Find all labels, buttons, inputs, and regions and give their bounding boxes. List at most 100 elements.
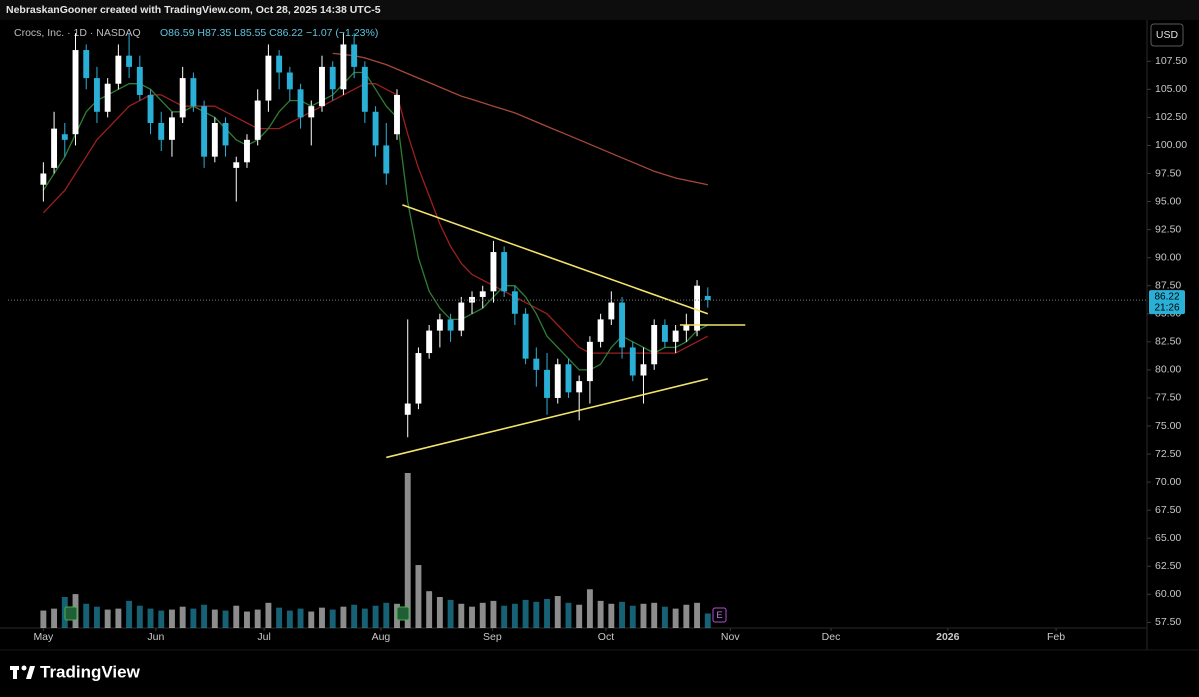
- candle-body: [297, 89, 304, 118]
- y-tick-label: 60.00: [1155, 588, 1181, 600]
- candle-body: [126, 55, 133, 67]
- candle-body: [51, 128, 58, 168]
- candle-body: [286, 72, 293, 90]
- candle-body: [93, 78, 100, 112]
- volume-bar: [490, 600, 497, 628]
- volume-bar: [265, 602, 272, 628]
- candle-body: [201, 106, 208, 157]
- candle-body: [522, 313, 529, 359]
- y-tick-label: 107.50: [1155, 55, 1187, 67]
- candle-body: [576, 381, 583, 393]
- candle-body: [511, 291, 518, 314]
- volume-bar: [104, 609, 111, 628]
- candle-body: [426, 330, 433, 354]
- volume-bar: [169, 609, 175, 628]
- last-price: 86.22: [1154, 292, 1179, 303]
- volume-bar: [383, 602, 390, 628]
- volume-bar: [597, 600, 604, 628]
- candle-body: [394, 94, 400, 135]
- volume-bar: [158, 610, 165, 628]
- candle-body: [190, 78, 197, 107]
- moving-average: [332, 52, 708, 186]
- candle-body: [404, 403, 411, 415]
- candle-body: [361, 66, 368, 112]
- volume-bar: [501, 605, 508, 628]
- volume-bar: [522, 599, 529, 628]
- x-tick-label: Oct: [598, 631, 614, 643]
- x-tick-label: May: [33, 631, 54, 643]
- volume-bar: [319, 607, 325, 628]
- candle-body: [447, 319, 454, 331]
- volume-bar: [244, 611, 250, 628]
- y-tick-label: 92.50: [1155, 223, 1181, 235]
- candle-body: [490, 252, 497, 292]
- event-marker[interactable]: [396, 606, 410, 621]
- candle-body: [61, 134, 68, 140]
- volume-bar: [297, 608, 304, 628]
- volume-bar: [276, 607, 283, 628]
- x-tick-label: Feb: [1047, 631, 1065, 643]
- trendline: [386, 378, 708, 459]
- brand: TradingView: [40, 662, 141, 681]
- candle-body: [179, 78, 186, 118]
- volume-bar: [533, 601, 540, 628]
- volume-bar: [704, 613, 711, 628]
- candle-body: [254, 100, 261, 140]
- volume-bar: [640, 603, 647, 628]
- x-tick-label: Jul: [257, 631, 270, 643]
- candle-body: [147, 94, 154, 123]
- last-price-box: [1149, 290, 1185, 315]
- logo-part: [21, 665, 27, 671]
- x-tick-label: Aug: [372, 631, 391, 643]
- candle-body: [436, 319, 443, 331]
- candle-body: [501, 252, 508, 292]
- y-tick-label: 102.50: [1155, 111, 1187, 123]
- volume-bar: [554, 596, 561, 628]
- y-tick-label: 67.50: [1155, 504, 1181, 516]
- volume-bar: [479, 602, 486, 628]
- earnings-marker[interactable]: [712, 607, 727, 623]
- candle-body: [72, 50, 79, 135]
- candle-body: [694, 285, 701, 331]
- volume-bar: [351, 604, 358, 628]
- candle-body: [115, 55, 122, 84]
- volume-bar: [619, 601, 625, 628]
- volume-bar: [447, 599, 454, 628]
- y-tick-label: 100.00: [1155, 139, 1187, 151]
- volume-bar: [201, 604, 208, 628]
- candle-body: [308, 106, 315, 118]
- candle-body: [265, 55, 272, 101]
- candle-body: [458, 302, 465, 331]
- candle-body: [704, 295, 711, 301]
- y-tick-label: 87.50: [1155, 280, 1181, 292]
- volume-bar: [404, 473, 411, 628]
- candle-body: [244, 139, 250, 163]
- y-tick-label: 77.50: [1155, 392, 1181, 404]
- currency-button[interactable]: [1150, 23, 1184, 47]
- volume-bar: [40, 610, 47, 628]
- candle-body: [169, 117, 175, 140]
- candle-body: [619, 302, 625, 348]
- candle-body: [136, 66, 143, 95]
- candle-body: [586, 341, 593, 382]
- brand-logo: [10, 665, 35, 679]
- candle-body: [415, 353, 422, 404]
- volume-bar: [147, 608, 154, 628]
- candle-body: [608, 302, 615, 320]
- volume-bar: [190, 608, 197, 628]
- volume-bar: [694, 602, 701, 628]
- candle-body: [222, 123, 229, 146]
- event-marker[interactable]: [64, 606, 78, 621]
- candle-body: [233, 162, 240, 168]
- candle-body: [276, 55, 283, 73]
- y-tick-label: 70.00: [1155, 476, 1181, 488]
- volume-bar: [340, 606, 347, 628]
- y-tick-label: 90.00: [1155, 251, 1181, 263]
- logo-part: [13, 666, 17, 679]
- volume-bar: [222, 610, 229, 628]
- x-tick-label: Sep: [483, 631, 502, 643]
- currency: USD: [1156, 29, 1179, 41]
- ohlc-text: O86.59 H87.35 L85.55 C86.22 −1.07 (−1.23…: [160, 27, 378, 39]
